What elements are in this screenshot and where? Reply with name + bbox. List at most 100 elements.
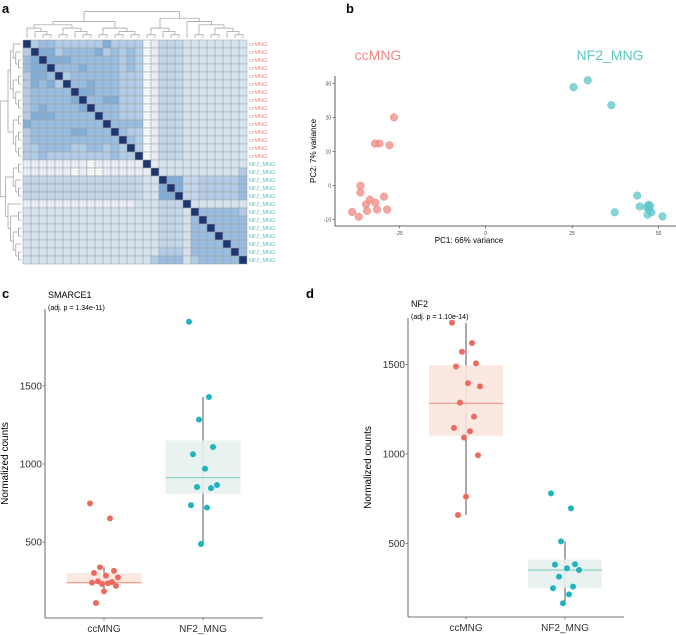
heatmap-cell xyxy=(134,119,144,129)
heatmap-cell xyxy=(222,239,232,249)
heatmap-cell xyxy=(46,223,56,233)
heatmap-cell xyxy=(206,199,216,209)
heatmap-cell xyxy=(126,159,136,169)
heatmap-cell xyxy=(54,239,64,249)
heatmap-cell xyxy=(182,199,192,209)
heatmap-cell xyxy=(86,55,96,65)
pca-point-ccmng xyxy=(371,198,380,207)
heatmap-cell xyxy=(150,191,160,201)
data-point-nf2-mng xyxy=(568,505,574,512)
heatmap-row-label: ccMNG xyxy=(249,146,267,152)
pca-point-ccmng xyxy=(379,192,389,201)
heatmap-cell xyxy=(230,223,240,233)
heatmap-cell xyxy=(94,191,104,201)
heatmap-cell xyxy=(102,183,112,193)
heatmap-cell xyxy=(126,71,136,81)
pca-point-nf2-mng xyxy=(658,212,667,221)
heatmap-cell xyxy=(150,63,160,73)
heatmap-cell xyxy=(190,47,200,57)
heatmap-cell xyxy=(142,183,152,193)
heatmap-cell xyxy=(174,247,184,257)
y-tick-label: 10 xyxy=(325,149,331,155)
heatmap-cell xyxy=(230,247,240,257)
heatmap-cell xyxy=(126,223,136,233)
correlation-heatmap: ccMNG ccMNG ccMNG ccMNG ccMNG ccMNG ccMNG ccMNG… xyxy=(0,11,275,265)
heatmap-cell xyxy=(206,127,216,137)
heatmap-cell xyxy=(38,255,48,265)
heatmap-cell xyxy=(126,175,136,185)
heatmap-cell xyxy=(158,223,168,233)
heatmap-cell xyxy=(134,207,144,217)
heatmap-cell xyxy=(94,47,104,57)
heatmap-cell xyxy=(182,159,192,169)
heatmap-cell xyxy=(190,71,200,81)
heatmap-cell xyxy=(118,79,128,89)
heatmap-cell xyxy=(158,111,168,121)
plot-title: SMARCE1 xyxy=(48,290,92,300)
heatmap-cell xyxy=(190,239,200,249)
heatmap-cell xyxy=(150,175,160,185)
heatmap-cell xyxy=(166,207,176,217)
heatmap-cell xyxy=(118,111,128,121)
heatmap-cell xyxy=(230,199,240,209)
heatmap-cell xyxy=(174,239,184,249)
heatmap-cell xyxy=(62,223,72,233)
heatmap-cell xyxy=(222,191,232,201)
y-tick-label: 500 xyxy=(388,539,405,550)
heatmap-cell xyxy=(230,95,240,105)
heatmap-cell xyxy=(214,143,224,153)
heatmap-cell xyxy=(126,167,136,177)
data-point-nf2-mng xyxy=(208,485,214,492)
x-axis-label: PC1: 66% variance xyxy=(435,236,504,245)
heatmap-cell xyxy=(206,151,216,161)
data-point-ccmng xyxy=(99,581,105,588)
heatmap-cell xyxy=(182,119,192,129)
data-point-ccmng xyxy=(469,340,475,347)
data-point-ccmng xyxy=(107,515,113,522)
heatmap-cell xyxy=(22,39,32,49)
heatmap-cell xyxy=(214,103,224,113)
heatmap-cell xyxy=(110,207,120,217)
heatmap-cell xyxy=(222,151,232,161)
data-point-nf2-mng xyxy=(204,504,210,511)
heatmap-cell xyxy=(174,63,184,73)
heatmap-cell xyxy=(118,231,128,241)
heatmap-cell xyxy=(110,231,120,241)
heatmap-cell xyxy=(230,207,240,217)
heatmap-cell xyxy=(238,143,248,153)
heatmap-cell xyxy=(110,223,120,233)
heatmap-cell xyxy=(46,39,56,49)
heatmap-cell xyxy=(150,151,160,161)
heatmap-cell xyxy=(238,95,248,105)
heatmap-cell xyxy=(30,223,40,233)
heatmap-row-label: NF2_MNG xyxy=(249,186,275,192)
heatmap-cell xyxy=(46,55,56,65)
heatmap-cell xyxy=(86,39,96,49)
heatmap-cell xyxy=(86,215,96,225)
heatmap-cell xyxy=(166,183,176,193)
heatmap-cell xyxy=(222,207,232,217)
heatmap-cell xyxy=(142,175,152,185)
heatmap-cell xyxy=(118,199,128,209)
heatmap-cell xyxy=(182,71,192,81)
heatmap-cell xyxy=(166,119,176,129)
group-label-nf2-mng: NF2_MNG xyxy=(577,47,644,63)
heatmap-cell xyxy=(110,151,120,161)
heatmap-cell xyxy=(166,95,176,105)
heatmap-cell xyxy=(78,135,88,145)
heatmap-cell xyxy=(86,95,96,105)
heatmap-cell xyxy=(206,207,216,217)
heatmap-cell xyxy=(94,175,104,185)
heatmap-cell xyxy=(94,119,104,129)
heatmap-cell xyxy=(222,247,232,257)
heatmap-cell xyxy=(222,215,232,225)
heatmap-cell xyxy=(238,151,248,161)
heatmap-cell xyxy=(126,143,136,153)
heatmap-cell xyxy=(134,151,144,161)
heatmap-cell xyxy=(198,175,208,185)
heatmap-cell xyxy=(78,167,88,177)
heatmap-cell xyxy=(158,191,168,201)
heatmap-cell xyxy=(78,127,88,137)
heatmap-cell xyxy=(166,167,176,177)
heatmap-cell xyxy=(78,215,88,225)
